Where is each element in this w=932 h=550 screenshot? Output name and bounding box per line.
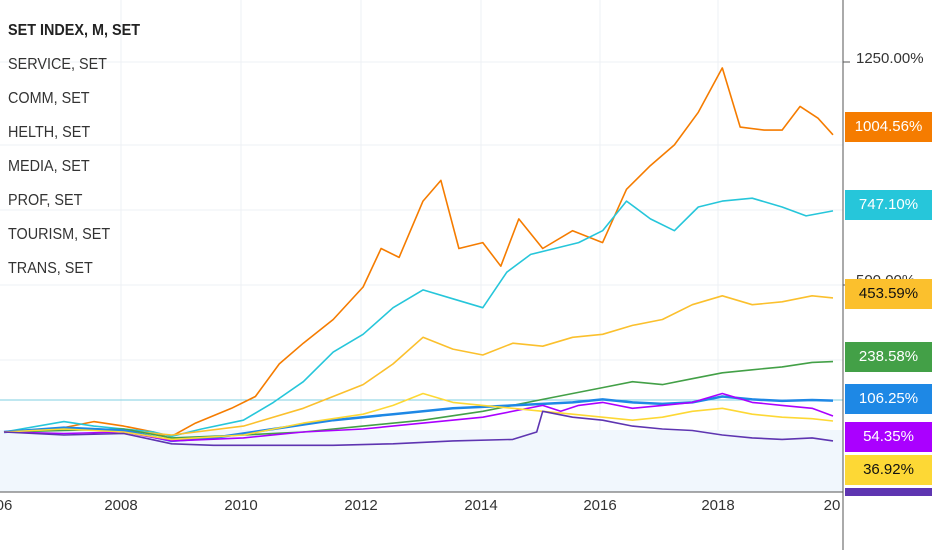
series-line [3,392,834,441]
last-value-tag [845,488,932,496]
last-value-tag: 106.25% [845,384,932,414]
series-line [3,360,834,439]
last-value-tag: 1004.56% [845,112,932,142]
legend-item: TRANS, SET [8,260,93,277]
legend-item: COMM, SET [8,90,90,107]
series-group [3,67,834,447]
last-value-tag: 747.10% [845,190,932,220]
legend: SET INDEX, M, SET SERVICE, SET COMM, SET… [8,18,155,290]
series-line [3,392,834,442]
x-tick-label: 2016 [583,497,617,514]
legend-item: TOURISM, SET [8,226,111,243]
series-line [3,294,834,436]
legend-item: HELTH, SET [8,124,91,141]
last-value-tag: 238.58% [845,342,932,372]
legend-item: SET INDEX, M, SET [8,22,141,39]
y-tick-label: 1250.00% [856,50,924,67]
x-tick-label: 2014 [464,497,498,514]
last-value-tag: 36.92% [845,455,932,485]
x-tick-label: 06 [0,497,13,514]
plot-baseline-fill [0,430,843,492]
series-line [3,197,834,438]
legend-item: SERVICE, SET [8,56,107,73]
legend-item: MEDIA, SET [8,158,90,175]
x-tick-label: 2010 [224,497,258,514]
series-line [3,410,834,447]
x-tick-label: 2008 [104,497,138,514]
x-tick-label: 20 [823,497,841,514]
last-value-tag: 54.35% [845,422,932,452]
x-tick-label: 2012 [344,497,378,514]
legend-item: PROF, SET [8,192,83,209]
series-line [3,67,834,439]
last-value-tag: 453.59% [845,279,932,309]
x-tick-label: 2018 [701,497,735,514]
y-tick-marks [843,61,850,286]
